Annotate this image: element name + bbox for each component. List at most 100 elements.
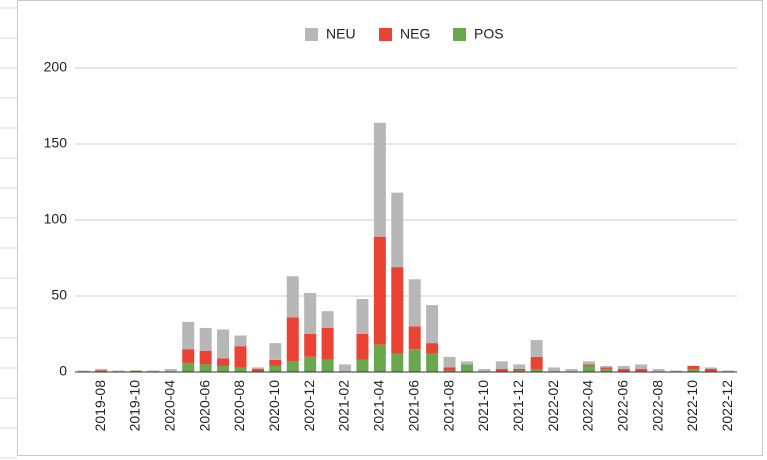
bar-segment [391,267,404,354]
x-tick-label: 2021-12 [510,380,526,432]
bar-segment [722,370,735,372]
bar-segment [356,359,369,372]
x-tick-label: 2022-02 [545,380,561,432]
bar-segment [269,343,282,360]
bar-segment [373,236,386,345]
bar-segment [426,343,439,354]
legend-label: NEU [326,26,356,42]
bar-segment [286,317,299,362]
bar-segment [548,367,561,372]
bar-segment [704,368,717,372]
bar-segment [582,364,595,366]
bar-segment [251,367,264,369]
bar-segment [373,122,386,237]
bar-segment [286,276,299,318]
x-tick-label: 2022-06 [614,380,630,432]
x-tick-label: 2020-12 [301,380,317,432]
bar-segment [530,356,543,369]
x-tick-label: 2019-10 [127,380,143,432]
x-tick-label: 2021-04 [371,380,387,432]
x-tick-label: 2021-06 [405,380,421,432]
bar-segment [600,367,613,369]
bar-segment [495,368,508,372]
bar-segment [339,364,352,372]
bar-segment [443,356,456,368]
bar-segment [530,368,543,372]
bar-segment [147,370,160,372]
legend-label: NEG [400,26,430,42]
bar-segment [495,361,508,369]
bar-segment [217,358,230,366]
bar-segment [565,368,578,372]
x-tick-label: 2020-04 [162,380,178,432]
bar-segment [600,368,613,372]
bar-segment [182,321,195,350]
x-tick-label: 2020-10 [266,380,282,432]
bar-segment [321,359,334,372]
legend-swatch [453,28,466,41]
x-tick-label: 2021-02 [336,380,352,432]
bar-segment [443,367,456,371]
bar-segment [478,368,491,372]
bar-segment [408,279,421,327]
bar-segment [635,364,648,369]
bar-segment [617,368,630,372]
y-tick-label: 0 [59,363,67,379]
bar-segment [321,327,334,360]
bar-segment [513,368,526,371]
x-tick-label: 2022-04 [580,380,596,432]
x-tick-label: 2022-12 [719,380,735,432]
bar-segment [460,361,473,365]
bar-segment [199,364,212,372]
bar-segment [460,364,473,372]
bar-segment [251,368,264,372]
bar-segment [182,349,195,363]
bar-segment [234,335,247,347]
bar-segment [530,340,543,357]
bar-segment [321,311,334,328]
bar-segment [582,365,595,372]
bar-segment [217,365,230,372]
x-tick-label: 2019-08 [92,380,108,432]
bar-segment [199,350,212,365]
y-tick-label: 50 [51,287,67,303]
x-tick-label: 2021-10 [475,380,491,432]
bar-segment [426,305,439,344]
x-tick-label: 2022-10 [684,380,700,432]
bar-segment [408,349,421,372]
x-tick-label: 2022-08 [649,380,665,432]
bar-segment [704,367,717,369]
bar-segment [356,299,369,334]
bar-segment [286,361,299,372]
bar-segment [304,334,317,357]
y-tick-label: 150 [44,135,68,151]
bar-segment [95,370,108,372]
bar-segment [182,362,195,372]
bar-segment [408,326,421,350]
bar-segment [635,368,648,372]
legend-swatch [305,28,318,41]
bar-segment [95,368,108,371]
bar-segment [617,365,630,369]
bar-segment [112,370,125,372]
bar-segment [356,334,369,360]
bar-segment [199,327,212,351]
legend-swatch [379,28,392,41]
bar-segment [164,368,177,372]
bar-segment [373,344,386,372]
bar-segment [77,370,90,372]
bar-segment [269,365,282,372]
bar-segment [443,370,456,372]
x-tick-label: 2020-06 [196,380,212,432]
x-tick-label: 2020-08 [231,380,247,432]
y-tick-label: 200 [44,59,68,75]
bar-segment [269,359,282,366]
bar-segment [513,364,526,369]
bar-segment [513,370,526,372]
bar-segment [600,365,613,368]
bar-segment [652,368,665,372]
bar-segment [687,368,700,372]
bar-segment [426,353,439,372]
